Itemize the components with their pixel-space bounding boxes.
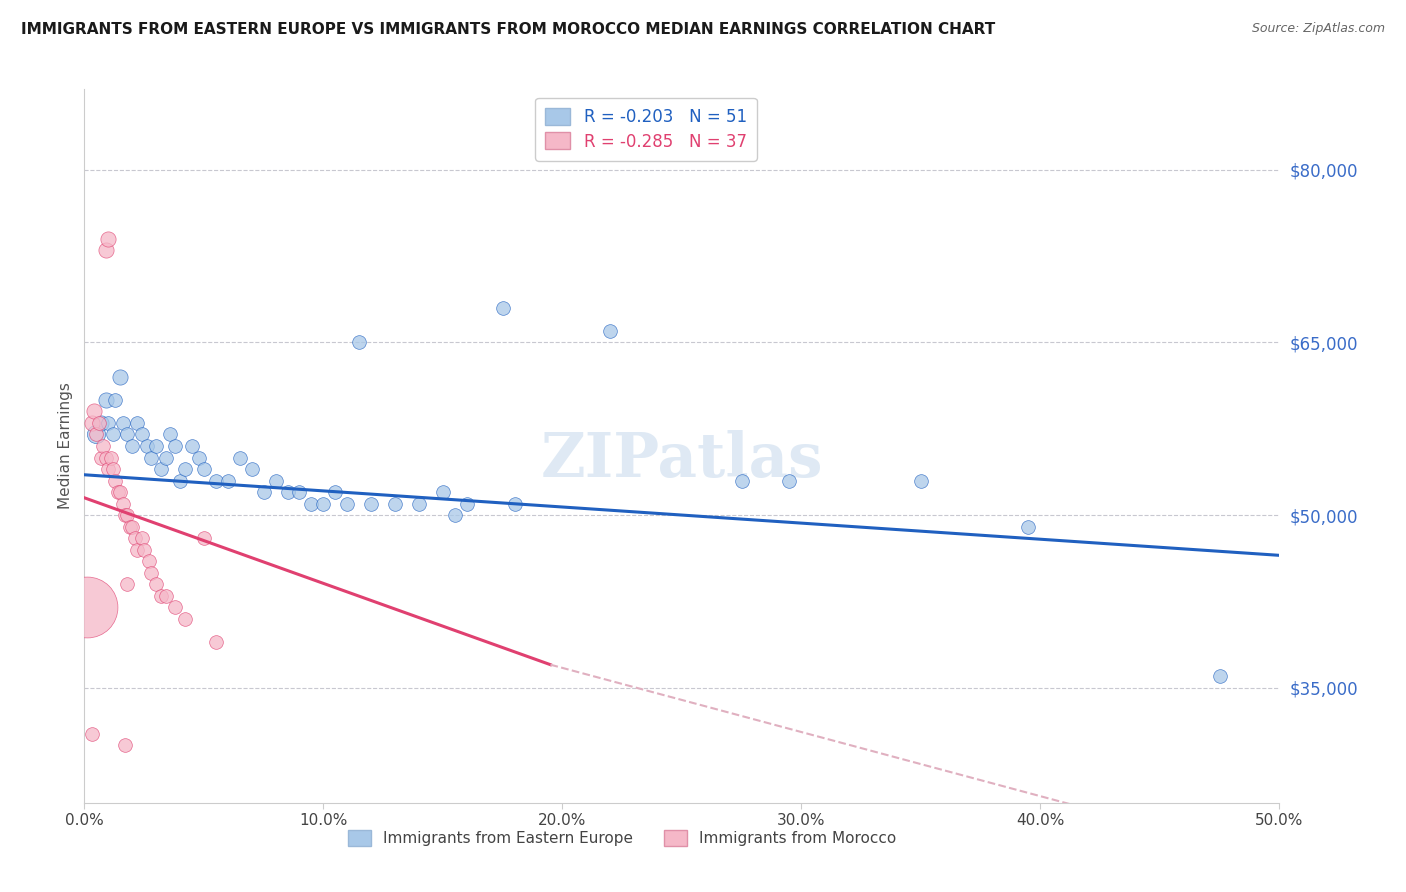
Point (104, 474, 127, 488)
Point (94, 392, 117, 407)
Point (181, 439, 204, 453)
Point (132, 542, 156, 557)
Point (149, 462, 172, 476)
Point (205, 474, 228, 488)
Point (86, 427, 108, 442)
Point (173, 612, 195, 626)
Point (193, 462, 215, 476)
Point (456, 497, 478, 511)
Point (599, 324, 621, 338)
Point (117, 427, 139, 442)
Point (408, 497, 430, 511)
Point (125, 542, 148, 557)
Point (114, 738, 136, 752)
Point (325, 485, 347, 500)
Point (173, 462, 195, 476)
Point (111, 497, 134, 511)
Point (149, 589, 172, 603)
Point (779, 474, 801, 488)
Point (94, 450, 117, 465)
Point (124, 531, 146, 545)
Point (83, 404, 105, 418)
Point (229, 450, 252, 465)
Point (301, 497, 323, 511)
Point (86, 427, 108, 442)
Point (97, 232, 120, 246)
Point (110, 370, 132, 384)
Point (145, 577, 167, 591)
Point (155, 450, 177, 465)
Point (384, 497, 406, 511)
Point (111, 416, 134, 430)
Point (336, 497, 359, 511)
Point (90, 416, 112, 430)
Point (193, 531, 215, 545)
Point (169, 474, 191, 488)
Point (288, 485, 311, 500)
Point (131, 531, 153, 545)
Point (910, 474, 932, 488)
Point (1018, 519, 1040, 533)
Point (76, 600, 98, 615)
Point (117, 508, 139, 522)
Point (107, 485, 129, 500)
Point (264, 474, 287, 488)
Point (101, 427, 124, 442)
Point (94, 244, 117, 258)
Point (145, 439, 167, 453)
Point (141, 450, 163, 465)
Point (121, 519, 143, 533)
Point (432, 485, 454, 500)
Y-axis label: Median Earnings: Median Earnings (58, 383, 73, 509)
Point (277, 485, 299, 500)
Point (118, 519, 141, 533)
Point (349, 335, 371, 350)
Point (492, 301, 515, 315)
Point (312, 497, 335, 511)
Point (101, 462, 124, 476)
Point (104, 392, 127, 407)
Point (90, 450, 112, 465)
Point (360, 497, 382, 511)
Point (97, 416, 120, 430)
Point (155, 589, 177, 603)
Point (80, 416, 103, 430)
Point (165, 439, 187, 453)
Point (138, 554, 160, 568)
Point (121, 439, 143, 453)
Point (131, 427, 153, 442)
Point (159, 427, 181, 442)
Point (125, 416, 148, 430)
Point (253, 485, 276, 500)
Point (240, 462, 263, 476)
Point (141, 566, 163, 580)
Point (97, 462, 120, 476)
Point (444, 508, 467, 522)
Point (80, 727, 103, 741)
Point (217, 474, 239, 488)
Point (117, 577, 139, 591)
Point (87, 416, 110, 430)
Legend: Immigrants from Eastern Europe, Immigrants from Morocco: Immigrants from Eastern Europe, Immigran… (342, 824, 903, 852)
Text: ZIPatlas: ZIPatlas (541, 430, 823, 491)
Point (1209, 669, 1232, 683)
Point (110, 485, 132, 500)
Point (100, 450, 122, 465)
Point (188, 450, 211, 465)
Point (503, 497, 526, 511)
Point (135, 439, 157, 453)
Point (731, 474, 754, 488)
Point (165, 600, 187, 615)
Text: IMMIGRANTS FROM EASTERN EUROPE VS IMMIGRANTS FROM MOROCCO MEDIAN EARNINGS CORREL: IMMIGRANTS FROM EASTERN EUROPE VS IMMIGR… (21, 22, 995, 37)
Text: Source: ZipAtlas.com: Source: ZipAtlas.com (1251, 22, 1385, 36)
Point (114, 508, 136, 522)
Point (205, 634, 228, 648)
Point (93, 439, 115, 453)
